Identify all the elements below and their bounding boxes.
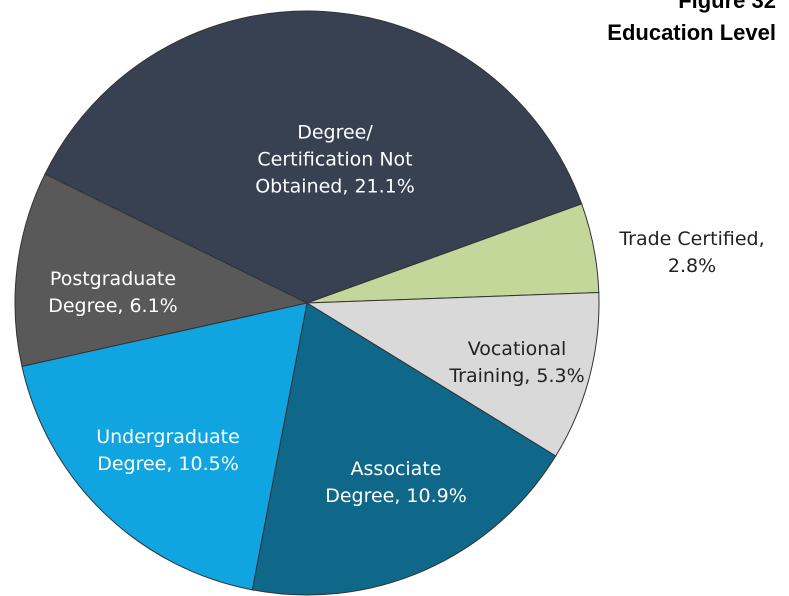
data-label: Postgraduate [50,268,176,290]
pie-slice [14,173,309,367]
data-label: Training, 5.3% [448,365,584,387]
pie-slice [44,10,583,304]
data-label: Degree, 10.5% [97,453,239,475]
data-label: Obtained, 21.1% [255,176,415,198]
chart-title: Figure 32 [678,0,776,13]
data-label: 2.8% [668,255,716,277]
data-label: Degree/ [297,122,373,144]
pie-slice [21,302,308,591]
data-label: Degree, 6.1% [48,295,178,317]
data-label: Degree, 10.9% [325,485,467,507]
pie-slice [305,292,600,457]
data-label: Undergraduate [96,426,240,448]
pie-slice [251,302,557,596]
data-label: Trade Certified, [618,228,764,250]
data-label: Vocational [468,338,567,360]
data-label: Associate [351,458,442,480]
chart-subtitle: Education Level [607,20,776,45]
data-label: Certification Not [257,149,412,171]
